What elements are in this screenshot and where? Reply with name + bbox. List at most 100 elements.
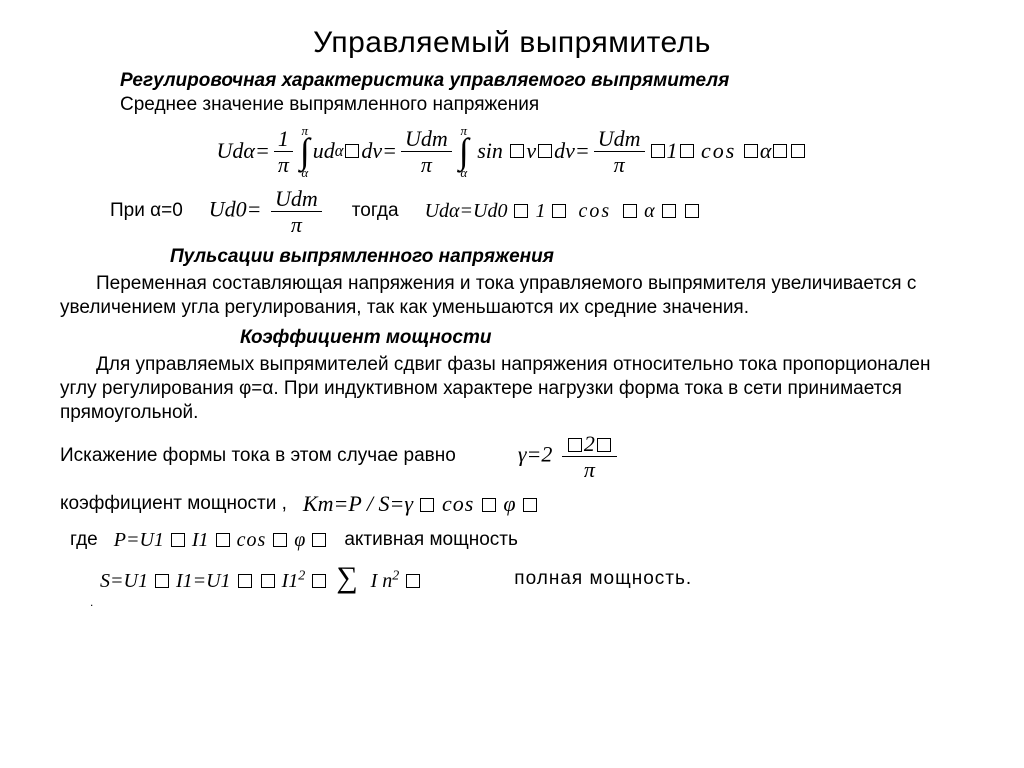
label-where: где: [70, 529, 98, 551]
eq1-int2: π ∫ α: [459, 124, 469, 179]
row-km: коэффициент мощности , Km=P / S=γ cos φ: [60, 491, 964, 517]
row-s: S=U1 I1=U1 I12 ∑ I n2 полная мощность.: [100, 566, 964, 593]
section1-heading: Регулировочная характеристика управляемо…: [120, 70, 974, 92]
eq1-ud: ud: [313, 138, 335, 164]
eq1-frac1-den: π: [274, 152, 293, 176]
gamma-den: π: [580, 457, 599, 481]
eq1-frac3-num: Udm: [594, 127, 645, 152]
placeholder-box: [345, 144, 359, 158]
line-distortion: Искажение формы тока в этом случае равно: [60, 444, 456, 468]
eq2-cos: cos: [578, 200, 611, 222]
eq-ud0-lhs: Ud0=: [209, 196, 262, 221]
placeholder-box: [744, 144, 758, 158]
eq-gamma: γ=2 2 π: [518, 432, 621, 481]
placeholder-box: [312, 574, 326, 588]
p-phi: φ: [294, 529, 305, 551]
eq-ud0-num: Udm: [271, 187, 322, 212]
km-phi: φ: [503, 491, 515, 516]
p-lhs: P=U1: [114, 529, 164, 551]
label-alpha0: При α=0: [110, 200, 183, 222]
placeholder-box: [568, 438, 582, 452]
label-km: коэффициент мощности ,: [60, 493, 287, 515]
eq-p: P=U1 I1 cos φ: [114, 529, 329, 552]
placeholder-box: [238, 574, 252, 588]
eq1-frac1: 1 π: [274, 127, 293, 176]
placeholder-box: [523, 498, 537, 512]
eq1-int2-lower: α: [460, 166, 467, 179]
gamma-lhs: γ=2: [518, 441, 553, 466]
eq-ud0: Ud0= Udm π: [209, 187, 326, 236]
eq1-sin: sin: [477, 138, 503, 164]
eq2-lhs: Udα=Ud0: [425, 200, 508, 222]
eq1-v: v: [526, 138, 536, 164]
placeholder-box: [597, 438, 611, 452]
eq2-alpha: α: [644, 200, 655, 222]
placeholder-box: [623, 204, 637, 218]
eq1-frac1-num: 1: [274, 127, 293, 152]
eq1-tail1: 1: [667, 138, 678, 164]
km-lhs: Km=P / S=γ: [303, 491, 413, 516]
placeholder-box: [773, 144, 787, 158]
eq1-frac2: Udm π: [401, 127, 452, 176]
eq-s: S=U1 I1=U1 I12 ∑ I n2: [100, 566, 422, 593]
placeholder-box: [651, 144, 665, 158]
equation-uda: Udα= 1 π π ∫ α ud α dv= Udm π π ∫ α sin …: [50, 124, 974, 179]
placeholder-box: [273, 533, 287, 547]
row-distortion: Искажение формы тока в этом случае равно…: [60, 432, 964, 481]
label-full-power: полная мощность.: [514, 568, 692, 590]
eq1-int1: π ∫ α: [300, 124, 310, 179]
placeholder-box: [261, 574, 275, 588]
label-then: тогда: [352, 200, 399, 222]
label-active-power: активная мощность: [344, 529, 518, 551]
s-i1b: I1: [282, 570, 299, 592]
km-cos: cos: [442, 491, 474, 516]
placeholder-box: [510, 144, 524, 158]
section2-heading: Пульсации выпрямленного напряжения: [170, 246, 974, 268]
placeholder-box: [216, 533, 230, 547]
eq2-one: 1: [535, 200, 545, 222]
placeholder-box: [680, 144, 694, 158]
s-sq: 2: [298, 568, 305, 583]
eq1-cos: cos: [701, 138, 736, 164]
placeholder-box: [514, 204, 528, 218]
placeholder-box: [420, 498, 434, 512]
p-i1: I1: [192, 529, 209, 551]
eq1-alpha: α: [760, 138, 772, 164]
integral-symbol: ∫: [459, 137, 469, 166]
placeholder-box: [791, 144, 805, 158]
gamma-num: 2: [562, 432, 617, 457]
eq1-frac3-den: π: [610, 152, 629, 176]
eq1-int1-lower: α: [301, 166, 308, 179]
eq-km: Km=P / S=γ cos φ: [303, 491, 539, 517]
p-cos: cos: [237, 529, 267, 551]
row-where-p: где P=U1 I1 cos φ активная мощность: [70, 529, 964, 552]
eq1-dv1: dv=: [361, 138, 397, 164]
placeholder-box: [482, 498, 496, 512]
placeholder-box: [538, 144, 552, 158]
eq1-sub1: α: [335, 141, 344, 161]
gamma-frac: 2 π: [562, 432, 617, 481]
placeholder-box: [406, 574, 420, 588]
eq1-lhs: Udα=: [217, 138, 270, 164]
s-i1: I1=U1: [176, 570, 231, 592]
section3-heading: Коэффициент мощности: [240, 327, 974, 349]
eq1-frac2-den: π: [417, 152, 436, 176]
trailing-dot: .: [90, 595, 974, 609]
section2-para: Переменная составляющая напряжения и ток…: [60, 272, 964, 321]
eq1-frac3: Udm π: [594, 127, 645, 176]
integral-symbol: ∫: [300, 137, 310, 166]
placeholder-box: [312, 533, 326, 547]
s-in-sq: 2: [392, 568, 399, 583]
slide: Управляемый выпрямитель Регулировочная х…: [0, 0, 1024, 619]
s-lhs: S=U1: [100, 570, 148, 592]
eq1-dv2: dv=: [554, 138, 590, 164]
eq1-frac2-num: Udm: [401, 127, 452, 152]
placeholder-box: [155, 574, 169, 588]
row-alpha-zero: При α=0 Ud0= Udm π тогда Udα=Ud0 1 cos α: [110, 187, 974, 236]
page-title: Управляемый выпрямитель: [50, 26, 974, 60]
section1-line: Среднее значение выпрямленного напряжени…: [120, 94, 974, 116]
placeholder-box: [552, 204, 566, 218]
sum-symbol: ∑: [336, 566, 357, 590]
placeholder-box: [662, 204, 676, 218]
section3-para: Для управляемых выпрямителей сдвиг фазы …: [60, 353, 964, 426]
